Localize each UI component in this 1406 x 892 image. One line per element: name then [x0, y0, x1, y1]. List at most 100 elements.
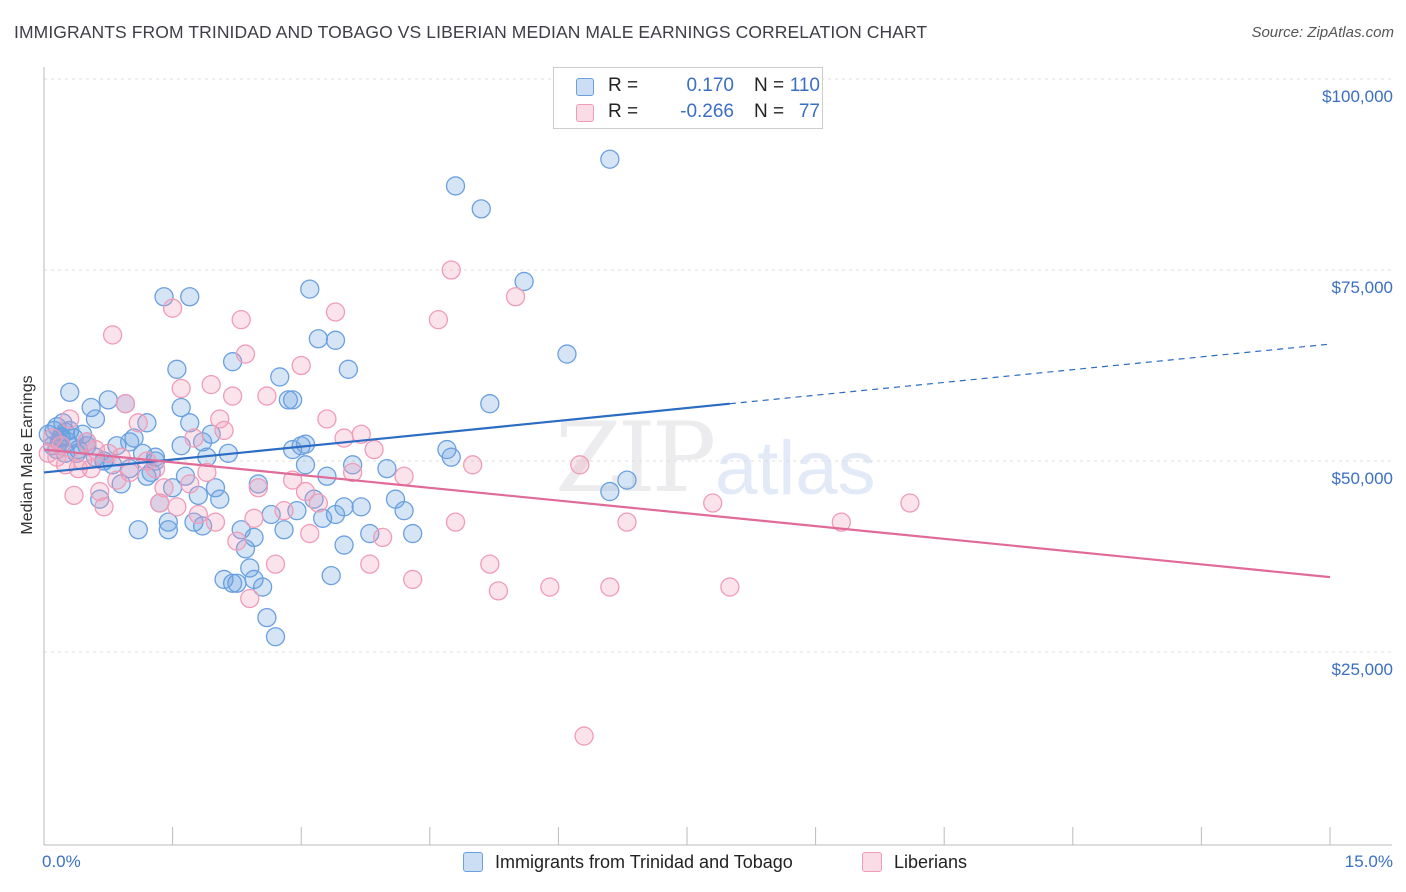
legend-item-liberian[interactable]: Liberians — [862, 852, 967, 873]
trinidad-point — [557, 344, 577, 364]
trinidad-point — [158, 512, 178, 532]
trinidad-point — [394, 501, 414, 521]
liberian-point — [441, 260, 461, 280]
liberian-point — [115, 394, 136, 414]
liberian-point — [240, 588, 260, 609]
trinidad-point — [342, 455, 363, 475]
trinidad-point — [514, 271, 534, 292]
liberian-point — [128, 413, 148, 433]
legend-swatch-blue — [463, 852, 483, 872]
liberian-point — [574, 726, 594, 746]
watermark-zip: ZIP — [555, 402, 716, 514]
y-tick-50000: $50,000 — [1331, 469, 1393, 488]
trinidad-point — [445, 176, 466, 196]
liberian-point — [205, 512, 226, 532]
liberian-point — [180, 474, 200, 494]
liberian-point — [154, 478, 174, 498]
trinidad-point — [81, 397, 101, 418]
liberian-point — [900, 493, 920, 513]
liberian-point — [428, 310, 449, 330]
liberian-point — [171, 378, 191, 399]
trinidad-point — [210, 489, 230, 509]
liberian-point — [364, 439, 384, 460]
trinidad-point — [600, 149, 620, 169]
legend-r-label: R = — [608, 101, 639, 122]
trend-lines — [43, 343, 1331, 579]
trinidad-point — [167, 359, 187, 379]
trinidad-point — [171, 397, 191, 418]
legend-r-label: R = — [608, 75, 639, 96]
liberian-point — [201, 374, 221, 395]
liberian-point — [102, 325, 123, 345]
trinidad-point — [334, 497, 354, 517]
legend-item-trinidad[interactable]: Immigrants from Trinidad and Tobago — [463, 852, 793, 873]
liberian-point — [317, 409, 337, 429]
trinidad-point — [338, 359, 359, 379]
liberian-point — [325, 302, 346, 322]
liberian-point — [488, 581, 509, 601]
series-trinidad-points — [38, 149, 637, 647]
trinidad-point — [270, 367, 290, 387]
liberian-point — [197, 462, 217, 483]
liberian-point — [265, 554, 286, 574]
y-tick-25000: $25,000 — [1331, 660, 1393, 679]
trinidad-point — [377, 458, 397, 479]
liberian-point — [308, 493, 328, 513]
trinidad-point — [334, 535, 354, 555]
trinidad-point — [98, 390, 118, 410]
liberian-point — [463, 455, 483, 475]
liberian-point — [90, 481, 110, 502]
liberian-point — [248, 478, 268, 498]
liberian-point — [231, 310, 251, 330]
legend-r-value: -0.266 — [680, 101, 734, 122]
liberian-point — [120, 462, 140, 483]
legend-r-value: 0.170 — [686, 75, 734, 96]
liberian-point — [274, 501, 294, 521]
trinidad-point — [274, 520, 294, 540]
axes — [43, 67, 1392, 846]
liberian-trend-line — [43, 448, 1331, 579]
trinidad-point — [600, 481, 620, 502]
trinidad-point — [222, 573, 243, 593]
trinidad-point — [257, 607, 277, 628]
legend-n-value: 77 — [798, 101, 820, 122]
y-axis-label: Median Male Earnings — [19, 375, 36, 535]
trinidad-point — [244, 527, 264, 548]
legend-label-liberian: Liberians — [894, 852, 968, 872]
trinidad-point — [240, 558, 260, 578]
legend-label-trinidad: Immigrants from Trinidad and Tobago — [495, 852, 793, 872]
legend-swatch-pink — [576, 104, 594, 122]
liberian-point — [162, 298, 183, 318]
liberian-point — [150, 493, 170, 513]
liberian-point — [188, 504, 208, 525]
liberian-point — [720, 577, 740, 597]
trinidad-point — [471, 199, 491, 219]
liberian-point — [394, 466, 414, 486]
source-label: Source: ZipAtlas.com — [1251, 24, 1394, 41]
trinidad-point — [321, 565, 341, 586]
legend-swatch-pink — [862, 852, 882, 872]
liberian-point — [60, 409, 80, 429]
trinidad-point — [617, 470, 637, 490]
legend-swatch-blue — [576, 78, 594, 96]
legend-n-label: N = — [754, 75, 785, 96]
liberian-point — [291, 355, 311, 376]
watermark-atlas: atlas — [715, 426, 876, 511]
liberian-point — [222, 386, 243, 406]
liberian-point — [351, 424, 371, 444]
liberian-point — [480, 554, 500, 574]
trinidad-point — [85, 409, 106, 429]
chart-title: IMMIGRANTS FROM TRINIDAD AND TOBAGO VS L… — [14, 22, 928, 42]
liberian-point — [257, 386, 277, 406]
trinidad-point — [351, 497, 371, 517]
liberian-point — [227, 531, 247, 551]
liberian-point — [831, 512, 851, 532]
liberian-point — [210, 409, 230, 429]
trinidad-point — [180, 413, 200, 433]
liberian-point — [403, 569, 423, 590]
correlation-legend: R = 0.170 N = 110 R = -0.266 N = 77 — [553, 67, 823, 129]
liberian-point — [94, 497, 114, 517]
liberian-point — [342, 462, 363, 483]
series-legend: Immigrants from Trinidad and Tobago Libe… — [0, 852, 1406, 878]
trinidad-point — [244, 569, 264, 590]
